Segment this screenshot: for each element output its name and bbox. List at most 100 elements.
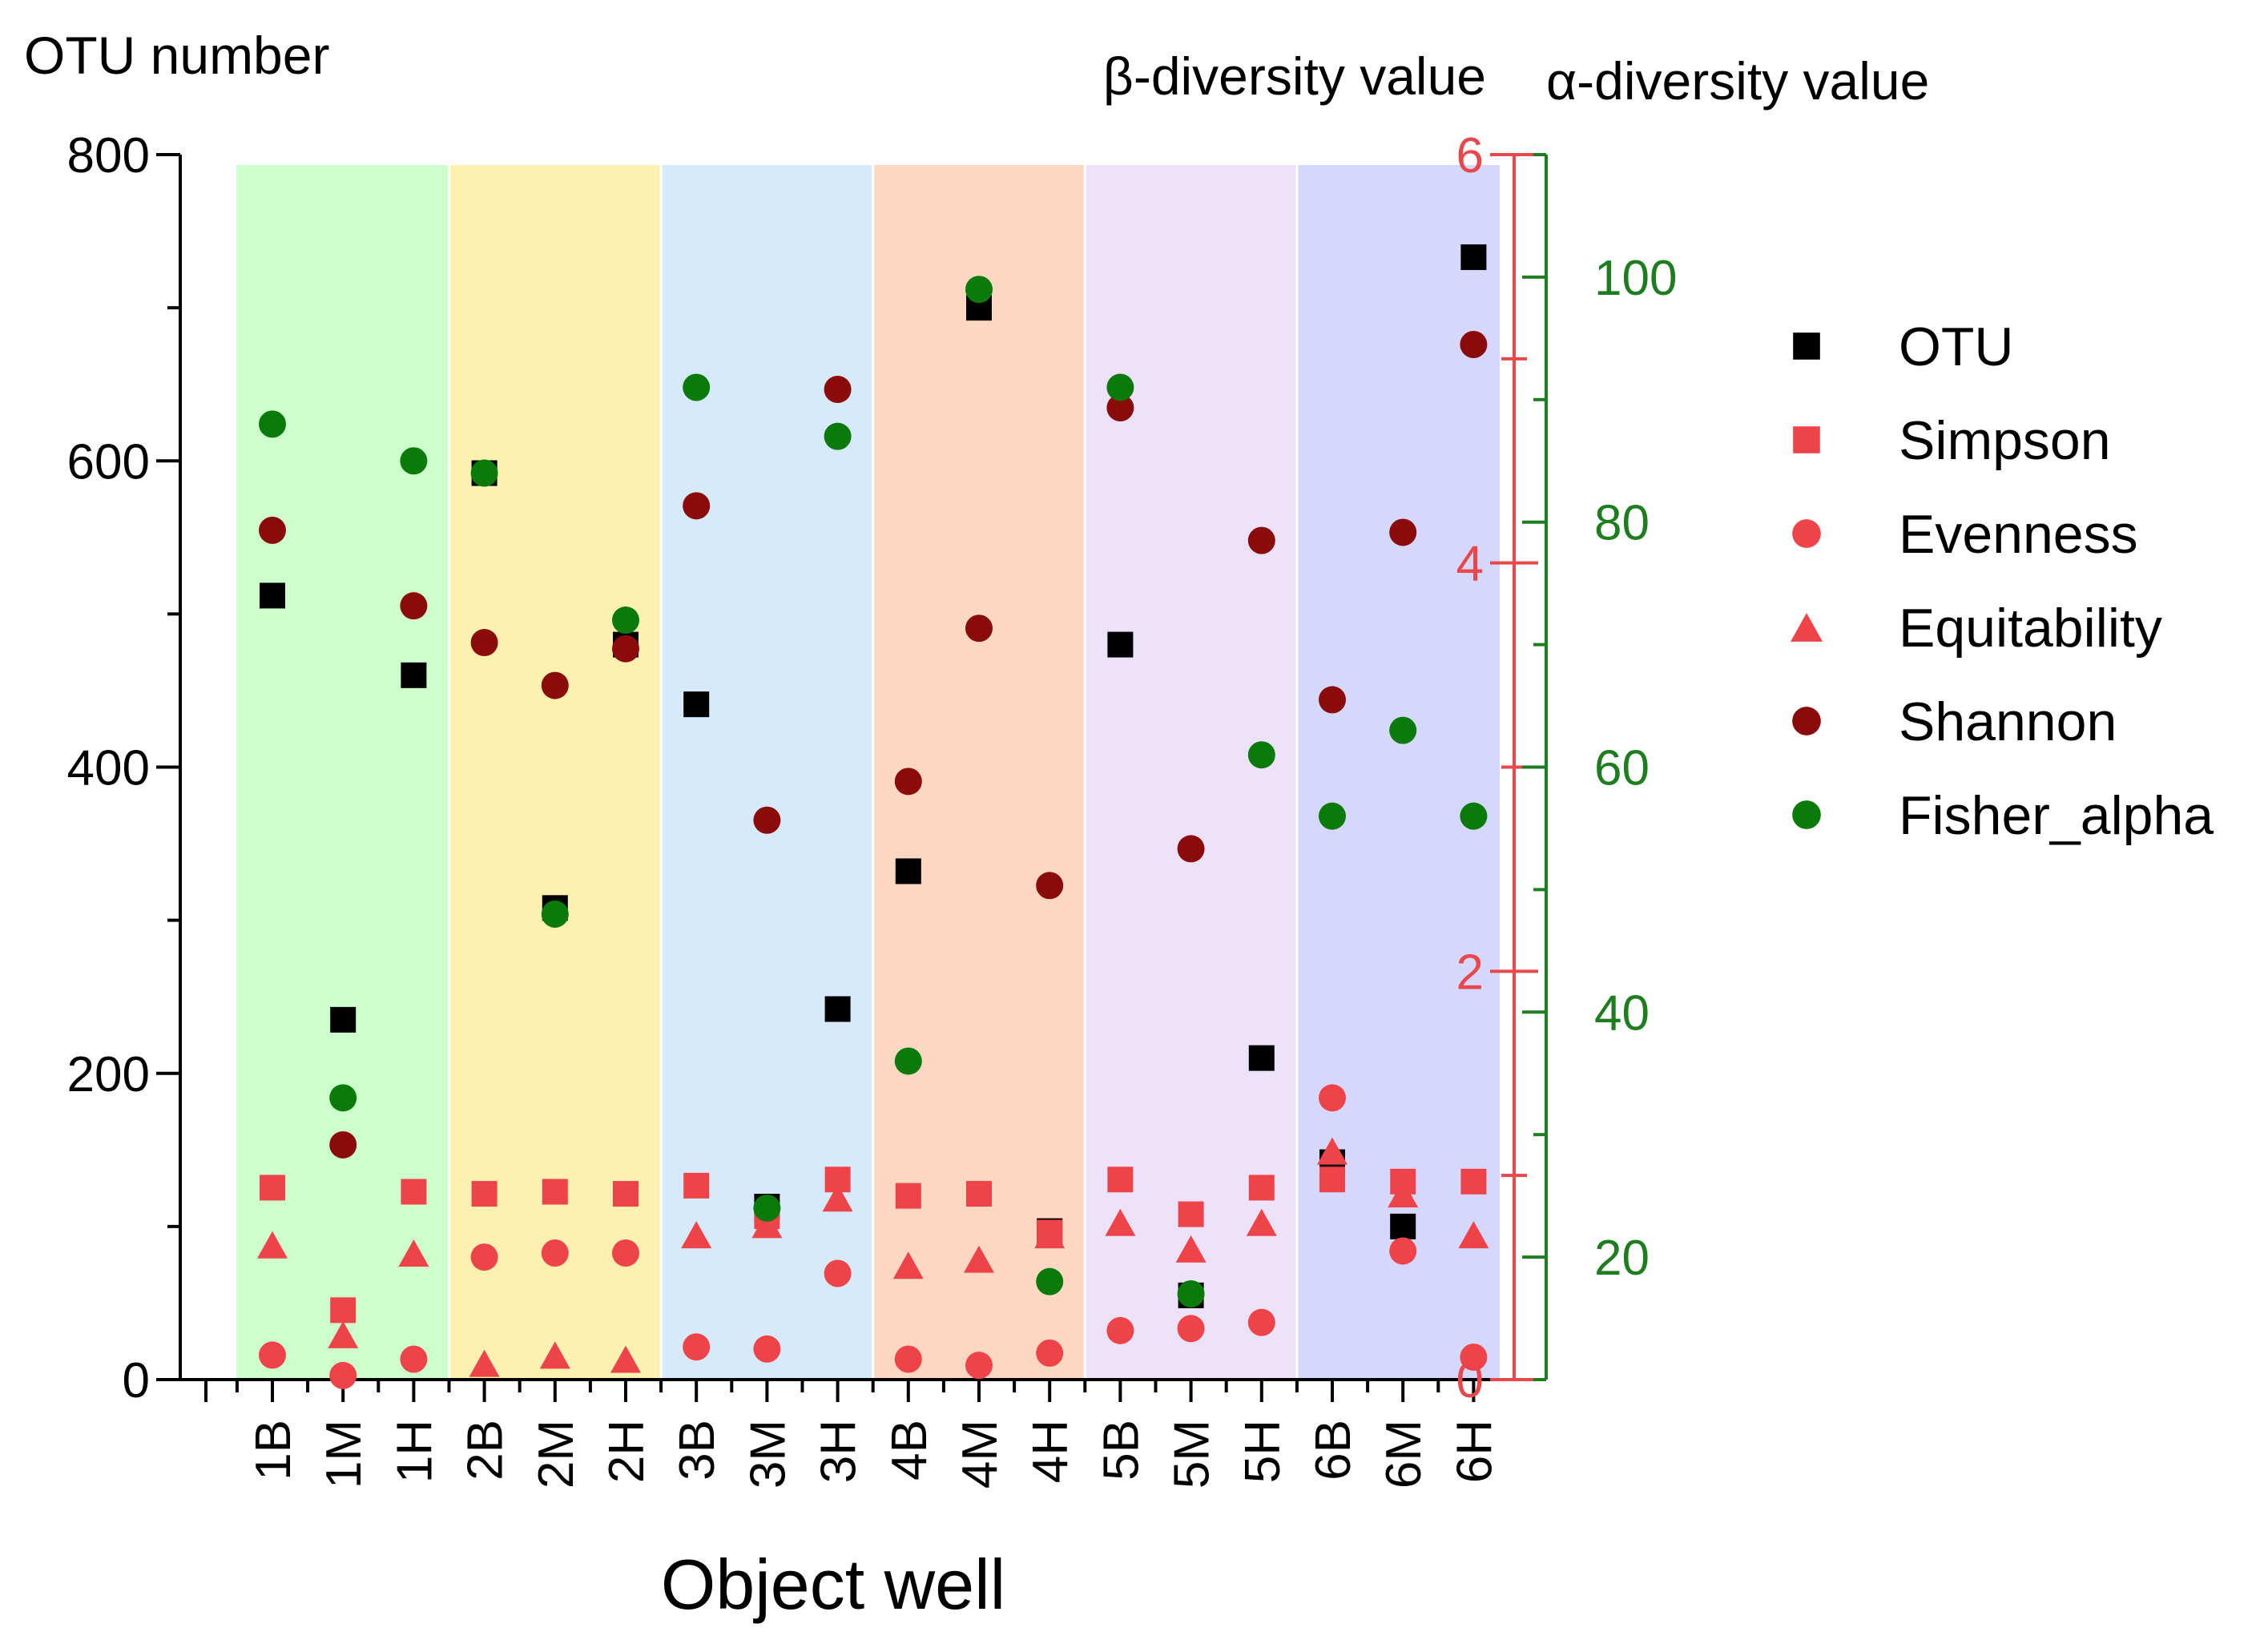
shannon-point-1B <box>259 516 286 544</box>
x-tick-label: 1B <box>246 1420 301 1481</box>
fisher-alpha-point-5M <box>1177 1279 1205 1307</box>
simpson-point-6B <box>1319 1166 1345 1193</box>
shannon-point-1M <box>329 1130 357 1158</box>
y-alpha-tick-label: 60 <box>1594 741 1650 796</box>
fisher-alpha-point-4H <box>1036 1267 1064 1295</box>
series-equitability <box>257 1137 1489 1377</box>
x-tick-label: 1M <box>316 1420 372 1489</box>
y-alpha-tick-label: 80 <box>1594 496 1650 551</box>
otu-point-1M <box>330 1006 357 1033</box>
fisher-alpha-point-5H <box>1247 741 1275 769</box>
y-alpha-tick-label: 40 <box>1594 985 1650 1041</box>
evenness-point-1H <box>400 1345 428 1373</box>
simpson-point-1B <box>260 1175 285 1201</box>
evenness-point-2H <box>612 1239 639 1267</box>
simpson-point-3B <box>683 1172 710 1199</box>
x-tick-label: 4M <box>953 1420 1008 1489</box>
shannon-point-5M <box>1177 835 1205 863</box>
x-axis-title: Object well <box>661 1545 1005 1624</box>
otu-point-5H <box>1248 1045 1275 1071</box>
x-tick-label: 2H <box>599 1420 655 1483</box>
otu-point-5B <box>1107 631 1134 658</box>
fisher-alpha-point-6M <box>1389 716 1417 744</box>
equitability-point-3H <box>822 1184 853 1212</box>
evenness-point-5M <box>1177 1315 1205 1343</box>
legend-marker-simpson <box>1793 426 1820 453</box>
evenness-point-4M <box>965 1352 993 1380</box>
shannon-point-6B <box>1319 686 1346 714</box>
simpson-point-5H <box>1248 1175 1275 1201</box>
y-beta-axis-title: β-diversity value <box>1103 46 1486 106</box>
legend-label-evenness: Evenness <box>1899 504 2138 565</box>
simpson-point-1H <box>401 1179 427 1205</box>
y-left-axis-title: OTU number <box>24 26 329 85</box>
evenness-point-6M <box>1389 1237 1417 1265</box>
equitability-point-3M <box>751 1211 783 1239</box>
x-tick-label: 6M <box>1376 1420 1432 1489</box>
equitability-point-2M <box>539 1341 570 1369</box>
legend: OTU Simpson Evenness Equitability Shannon Fis… <box>1791 316 2214 846</box>
fisher-alpha-point-2H <box>612 606 639 635</box>
simpson-point-2B <box>471 1181 498 1207</box>
shannon-point-4M <box>965 614 993 643</box>
equitability-point-4B <box>892 1251 924 1279</box>
shannon-point-5B <box>1106 393 1134 421</box>
x-tick-label: 3B <box>670 1420 725 1481</box>
equitability-point-6H <box>1458 1221 1489 1249</box>
equitability-point-2B <box>469 1349 500 1377</box>
otu-point-3B <box>683 691 710 718</box>
y-alpha-axis-title: α-diversity value <box>1546 51 1929 111</box>
shannon-point-6M <box>1389 518 1417 546</box>
fisher-alpha-point-2M <box>541 900 569 928</box>
otu-point-1B <box>260 582 285 609</box>
fisher-alpha-point-1B <box>259 410 286 438</box>
x-tick-label: 3H <box>812 1420 867 1483</box>
y-left-tick-label: 200 <box>67 1047 150 1102</box>
fisher-alpha-point-1M <box>329 1084 357 1112</box>
shannon-point-2B <box>470 629 498 657</box>
series-simpson <box>260 1166 1487 1324</box>
shannon-point-1H <box>400 592 428 620</box>
y-left-tick-label: 800 <box>67 128 150 183</box>
legend-label-fisher-alpha: Fisher_alpha <box>1899 785 2214 846</box>
y-alpha-tick-label: 20 <box>1594 1231 1650 1286</box>
fisher-alpha-point-6H <box>1460 802 1488 830</box>
fisher-alpha-point-3H <box>824 422 852 450</box>
fisher-alpha-point-1H <box>400 447 428 475</box>
simpson-point-2M <box>542 1179 568 1205</box>
legend-marker-fisher-alpha <box>1792 800 1821 829</box>
otu-point-6M <box>1390 1213 1416 1239</box>
y-left-tick-label: 400 <box>67 741 150 796</box>
simpson-point-4B <box>895 1183 921 1209</box>
shannon-point-4B <box>894 768 922 796</box>
equitability-point-6B <box>1317 1137 1348 1165</box>
shannon-point-3B <box>683 492 711 520</box>
fisher-alpha-point-5B <box>1106 373 1134 401</box>
legend-label-simpson: Simpson <box>1899 410 2111 471</box>
x-tick-label: 4H <box>1023 1420 1078 1483</box>
legend-label-otu: OTU <box>1899 316 2014 377</box>
otu-point-1H <box>401 662 427 688</box>
shannon-point-5H <box>1247 526 1275 554</box>
simpson-point-4M <box>966 1181 992 1207</box>
legend-marker-otu <box>1793 332 1820 360</box>
equitability-point-3B <box>681 1221 712 1249</box>
simpson-point-2H <box>613 1181 639 1207</box>
legend-marker-shannon <box>1792 707 1821 735</box>
simpson-point-1M <box>330 1297 357 1324</box>
equitability-point-5H <box>1246 1208 1277 1236</box>
x-tick-label: 3M <box>740 1420 796 1489</box>
evenness-point-3M <box>753 1335 781 1363</box>
simpson-point-5M <box>1178 1201 1204 1227</box>
fisher-alpha-point-4B <box>894 1047 922 1075</box>
evenness-point-5H <box>1247 1308 1275 1336</box>
fisher-alpha-point-4M <box>965 276 993 304</box>
x-tick-label: 5M <box>1165 1420 1220 1489</box>
evenness-point-3H <box>824 1259 852 1287</box>
evenness-point-5B <box>1106 1316 1134 1344</box>
equitability-point-1B <box>257 1231 288 1259</box>
fisher-alpha-point-6B <box>1319 802 1346 830</box>
x-tick-label: 2B <box>458 1420 514 1481</box>
legend-marker-evenness <box>1792 519 1821 548</box>
series-shannon <box>259 330 1488 1158</box>
